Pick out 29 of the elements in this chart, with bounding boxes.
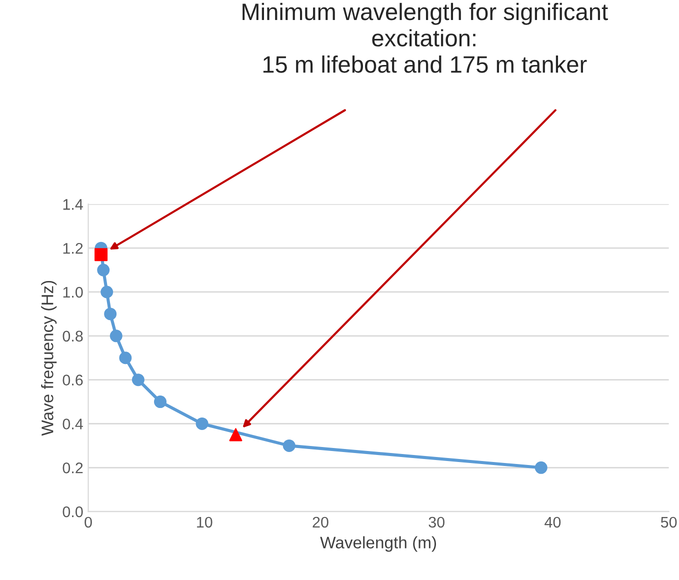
point — [154, 396, 167, 408]
point — [104, 308, 117, 320]
text: Minimum wavelength for significant excitation: 15 m lifeboat and 175 m tanker — [242, 2, 608, 73]
x-tick-label: 30 — [428, 516, 444, 528]
point — [196, 417, 208, 430]
x-tick-label: 0 — [84, 516, 92, 528]
y-tick-label: 1.4 — [63, 199, 83, 210]
y-axis-title: Wave frequency (Hz) — [41, 280, 57, 436]
point — [534, 461, 548, 474]
point — [282, 439, 296, 452]
point — [110, 330, 122, 342]
y-tick-label: 0.4 — [62, 418, 83, 430]
point — [97, 264, 110, 276]
y-tick-label: 0.0 — [62, 506, 83, 518]
x-tick-label: 50 — [660, 516, 677, 528]
point — [94, 248, 108, 262]
y-tick-label: 0.6 — [62, 374, 83, 386]
point — [119, 352, 132, 364]
y-tick-label: 1.0 — [63, 286, 83, 298]
point — [100, 286, 114, 298]
point — [229, 428, 242, 442]
point — [132, 374, 144, 386]
x-tick-label: 10 — [197, 516, 212, 528]
x-axis-title: Wavelength (m) — [320, 536, 436, 552]
y-tick-label: 0.8 — [62, 330, 83, 342]
x-tick-label: 20 — [312, 516, 328, 528]
y-tick-label: 0.2 — [62, 462, 83, 474]
x-tick-label: 40 — [544, 516, 561, 528]
y-tick-label: 1.2 — [63, 242, 83, 254]
